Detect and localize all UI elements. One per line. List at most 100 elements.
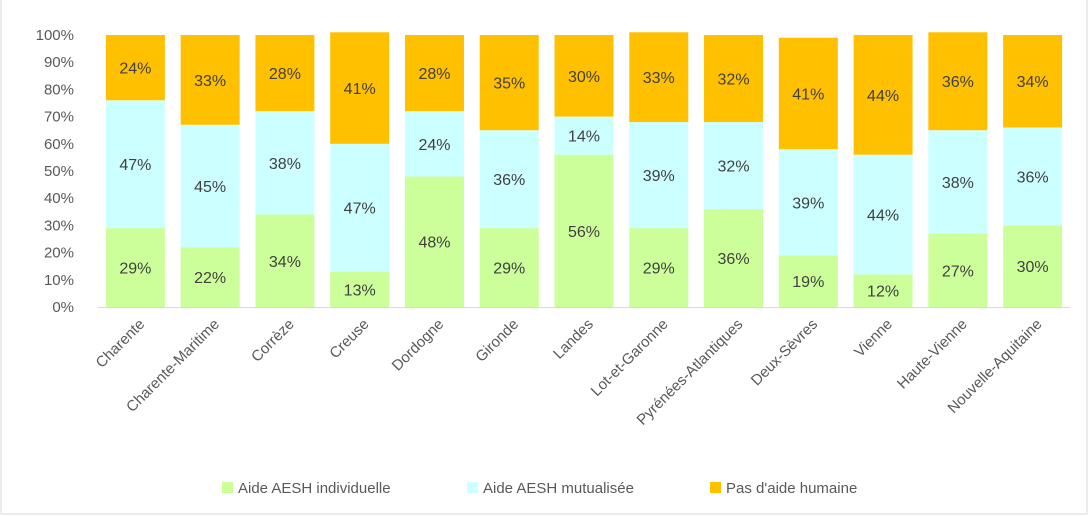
x-tick-label: Lot-et-Garonne: [588, 316, 672, 400]
bar-segment: [404, 176, 464, 307]
data-label: 30%: [568, 69, 600, 86]
data-label: 35%: [493, 76, 525, 93]
y-tick-label: 90%: [44, 54, 74, 71]
bar-segment: [255, 214, 315, 307]
bar-segment: [180, 247, 240, 307]
data-label: 36%: [942, 74, 974, 91]
data-label: 38%: [269, 156, 301, 173]
legend-label: Aide AESH mutualisée: [483, 480, 634, 497]
bar-segment: [778, 255, 838, 307]
data-label: 27%: [942, 263, 974, 280]
data-label: 47%: [119, 157, 151, 174]
data-label: 41%: [344, 81, 376, 98]
data-label: 48%: [418, 235, 450, 252]
bar-segment: [404, 35, 464, 112]
bar-segment: [704, 122, 764, 210]
data-label: 36%: [718, 251, 750, 268]
bar-segment: [105, 228, 165, 307]
data-label: 32%: [718, 72, 750, 89]
legend: Aide AESH individuelle Aide AESH mutualis…: [222, 480, 857, 497]
data-label: 14%: [568, 129, 600, 146]
bar-segment: [479, 35, 539, 131]
x-tick-label: Dordogne: [389, 316, 448, 375]
data-label: 44%: [867, 88, 899, 105]
data-label: 34%: [269, 254, 301, 271]
x-tick-label: Creuse: [326, 316, 372, 362]
x-tick-label: Vienne: [851, 316, 896, 361]
y-tick-label: 20%: [44, 245, 74, 262]
bars: 29%47%24%Charente22%45%33%Charente-Marit…: [93, 32, 1063, 429]
data-label: 29%: [119, 261, 151, 278]
bar-segment: [778, 37, 838, 150]
y-tick-label: 30%: [44, 217, 74, 234]
data-label: 44%: [867, 208, 899, 225]
bar-segment: [629, 228, 689, 307]
bar-segment: [928, 233, 988, 307]
x-tick-label: Corrèze: [248, 316, 298, 366]
bar-segment: [1003, 225, 1063, 307]
y-tick-label: 10%: [44, 272, 74, 289]
x-tick-label: Landes: [550, 316, 597, 363]
x-tick-label: Haute-Vienne: [894, 316, 971, 393]
bar-segment: [554, 35, 614, 117]
bar-segment: [629, 122, 689, 229]
bar-segment: [404, 111, 464, 177]
data-label: 33%: [194, 73, 226, 90]
y-tick-label: 50%: [44, 163, 74, 180]
x-tick-label: Gironde: [472, 316, 522, 366]
y-tick-label: 60%: [44, 136, 74, 153]
legend-item: Aide AESH individuelle: [222, 480, 391, 497]
bar-segment: [105, 35, 165, 101]
bar-segment: [330, 32, 390, 144]
bar-segment: [180, 124, 240, 248]
data-label: 29%: [643, 261, 675, 278]
bar-segment: [629, 32, 689, 123]
data-label: 28%: [418, 66, 450, 83]
y-axis: 0% 10% 20% 30% 40% 50% 60% 70% 80% 90% 100%: [36, 27, 74, 316]
bar-segment: [255, 35, 315, 112]
bar-segment: [180, 35, 240, 125]
data-label: 34%: [1017, 74, 1049, 91]
data-label: 39%: [643, 168, 675, 185]
y-tick-label: 80%: [44, 81, 74, 98]
bar-segment: [928, 32, 988, 131]
data-label: 30%: [1017, 259, 1049, 276]
data-label: 47%: [344, 201, 376, 218]
legend-swatch: [710, 482, 721, 493]
data-label: 29%: [493, 261, 525, 278]
x-tick-label: Deux-Sèvres: [748, 316, 821, 389]
legend-swatch: [467, 482, 478, 493]
bar-segment: [554, 116, 614, 155]
data-label: 28%: [269, 66, 301, 83]
data-label: 33%: [643, 70, 675, 87]
bar-segment: [778, 149, 838, 256]
data-label: 12%: [867, 284, 899, 301]
data-label: 32%: [718, 159, 750, 176]
data-label: 39%: [792, 195, 824, 212]
bar-segment: [704, 209, 764, 307]
data-label: 24%: [119, 61, 151, 78]
data-label: 36%: [493, 172, 525, 189]
bar-segment: [255, 111, 315, 215]
y-tick-label: 0%: [52, 299, 74, 316]
bar-segment: [330, 143, 390, 272]
data-label: 45%: [194, 179, 226, 196]
data-label: 56%: [568, 224, 600, 241]
bar-segment: [853, 35, 913, 155]
bar-segment: [479, 130, 539, 229]
legend-label: Aide AESH individuelle: [238, 480, 391, 497]
bar-segment: [928, 130, 988, 234]
y-tick-label: 70%: [44, 109, 74, 126]
y-tick-label: 40%: [44, 190, 74, 207]
bar-segment: [704, 35, 764, 123]
legend-item: Aide AESH mutualisée: [467, 480, 634, 497]
bar-segment: [105, 100, 165, 229]
x-tick-label: Charente: [93, 316, 149, 372]
data-label: 41%: [792, 86, 824, 103]
bar-segment: [479, 228, 539, 307]
bar-segment: [853, 154, 913, 275]
data-label: 22%: [194, 270, 226, 287]
